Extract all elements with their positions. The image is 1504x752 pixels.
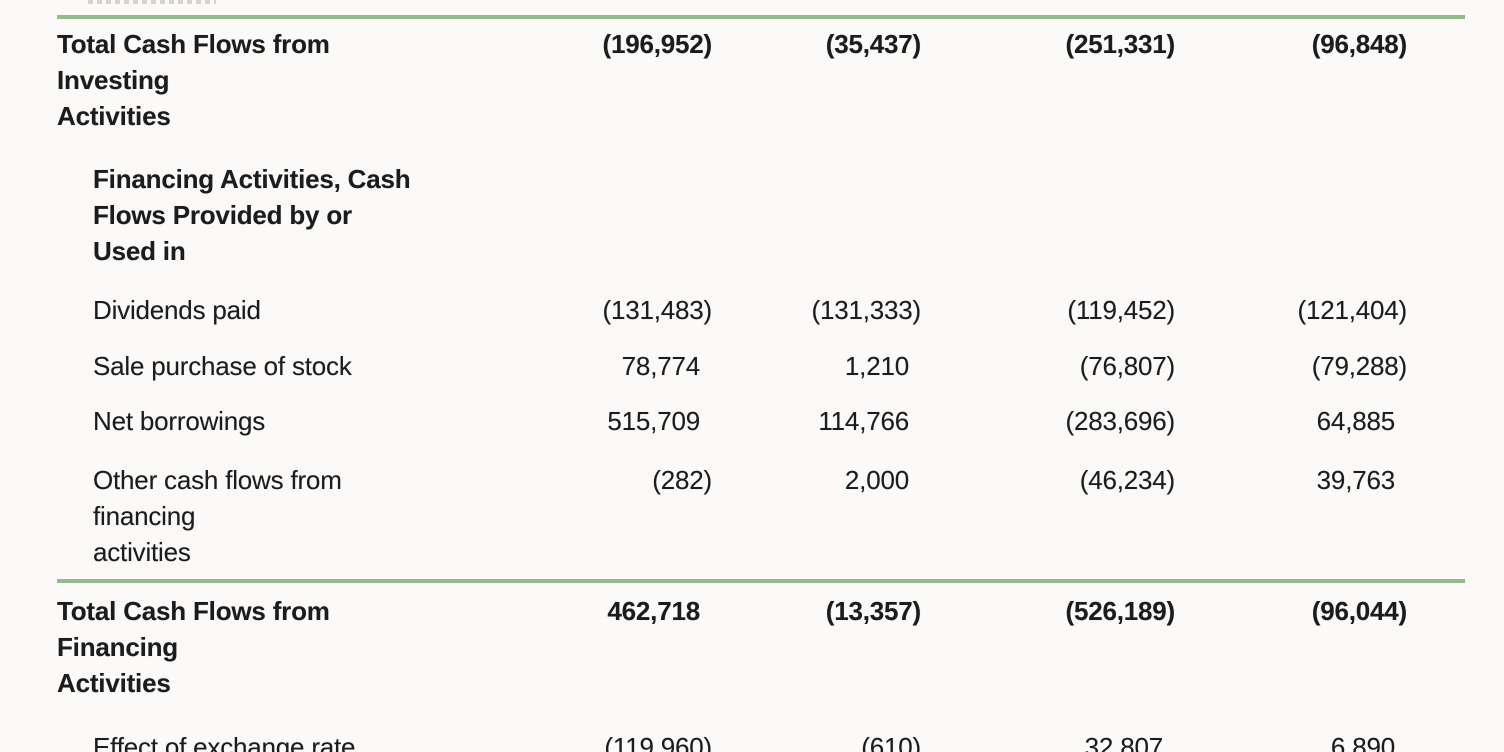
table-row-effect-of-exchange-rate-changes: Effect of exchange rate changes (119,960)…	[57, 729, 1465, 752]
row-label: Other cash flows from financing activiti…	[93, 465, 342, 567]
row-label: Effect of exchange rate changes	[93, 732, 356, 752]
value-cell: (46,234)	[1079, 465, 1175, 495]
table-row-other-financing-cash-flows: Other cash flows from financing activiti…	[57, 462, 1465, 570]
value-cell: 1,210	[844, 351, 909, 381]
table-rule	[57, 579, 1465, 583]
table-row-sale-purchase-of-stock: Sale purchase of stock 78,774 1,210 (76,807…	[57, 348, 1465, 384]
cash-flow-table: Total Cash Flows from Investing Activiti…	[57, 0, 1465, 752]
value-cell: 515,709	[607, 406, 700, 436]
table-rule-top	[57, 15, 1465, 19]
value-cell: 114,766	[818, 406, 909, 436]
cropped-text-remnant	[88, 0, 216, 4]
value-cell: 78,774	[621, 351, 701, 381]
value-cell: 2,000	[844, 465, 909, 495]
row-label: Sale purchase of stock	[93, 351, 352, 381]
value-cell: (121,404)	[1297, 295, 1408, 325]
table-row-net-borrowings: Net borrowings 515,709 114,766 (283,696) 64,…	[57, 403, 1465, 439]
value-cell: (251,331)	[1065, 29, 1176, 59]
value-cell: 39,763	[1316, 465, 1396, 495]
value-cell: (13,357)	[825, 596, 921, 626]
value-cell: (96,044)	[1311, 596, 1407, 626]
table-row-total-investing: Total Cash Flows from Investing Activiti…	[57, 26, 1465, 134]
value-cell: (119,452)	[1067, 295, 1175, 325]
value-cell: 6,890	[1330, 732, 1395, 752]
table-row-total-financing: Total Cash Flows from Financing Activiti…	[57, 593, 1465, 701]
value-cell: (35,437)	[825, 29, 921, 59]
value-cell: (131,333)	[811, 295, 922, 325]
table-rows: Total Cash Flows from Investing Activiti…	[57, 26, 1465, 752]
value-cell: (283,696)	[1065, 406, 1176, 436]
table-row-dividends-paid: Dividends paid (131,483) (131,333) (119,452…	[57, 292, 1465, 328]
value-cell: (131,483)	[602, 295, 713, 325]
row-label: Total Cash Flows from Investing Activiti…	[57, 29, 330, 131]
row-label: Total Cash Flows from Financing Activiti…	[57, 596, 330, 698]
value-cell: (282)	[652, 465, 712, 495]
value-cell: (79,288)	[1311, 351, 1407, 381]
value-cell: (119,960)	[604, 732, 712, 752]
row-label: Financing Activities, Cash Flows Provide…	[93, 164, 411, 266]
value-cell: 462,718	[607, 596, 700, 626]
table-row-financing-section-header: Financing Activities, Cash Flows Provide…	[57, 161, 1465, 269]
row-label: Net borrowings	[93, 406, 266, 436]
value-cell: 32,807	[1084, 732, 1164, 752]
value-cell: (610)	[861, 732, 921, 752]
value-cell: (96,848)	[1311, 29, 1407, 59]
row-label: Dividends paid	[93, 295, 261, 325]
value-cell: 64,885	[1316, 406, 1396, 436]
value-cell: (196,952)	[602, 29, 713, 59]
value-cell: (76,807)	[1079, 351, 1175, 381]
value-cell: (526,189)	[1065, 596, 1176, 626]
